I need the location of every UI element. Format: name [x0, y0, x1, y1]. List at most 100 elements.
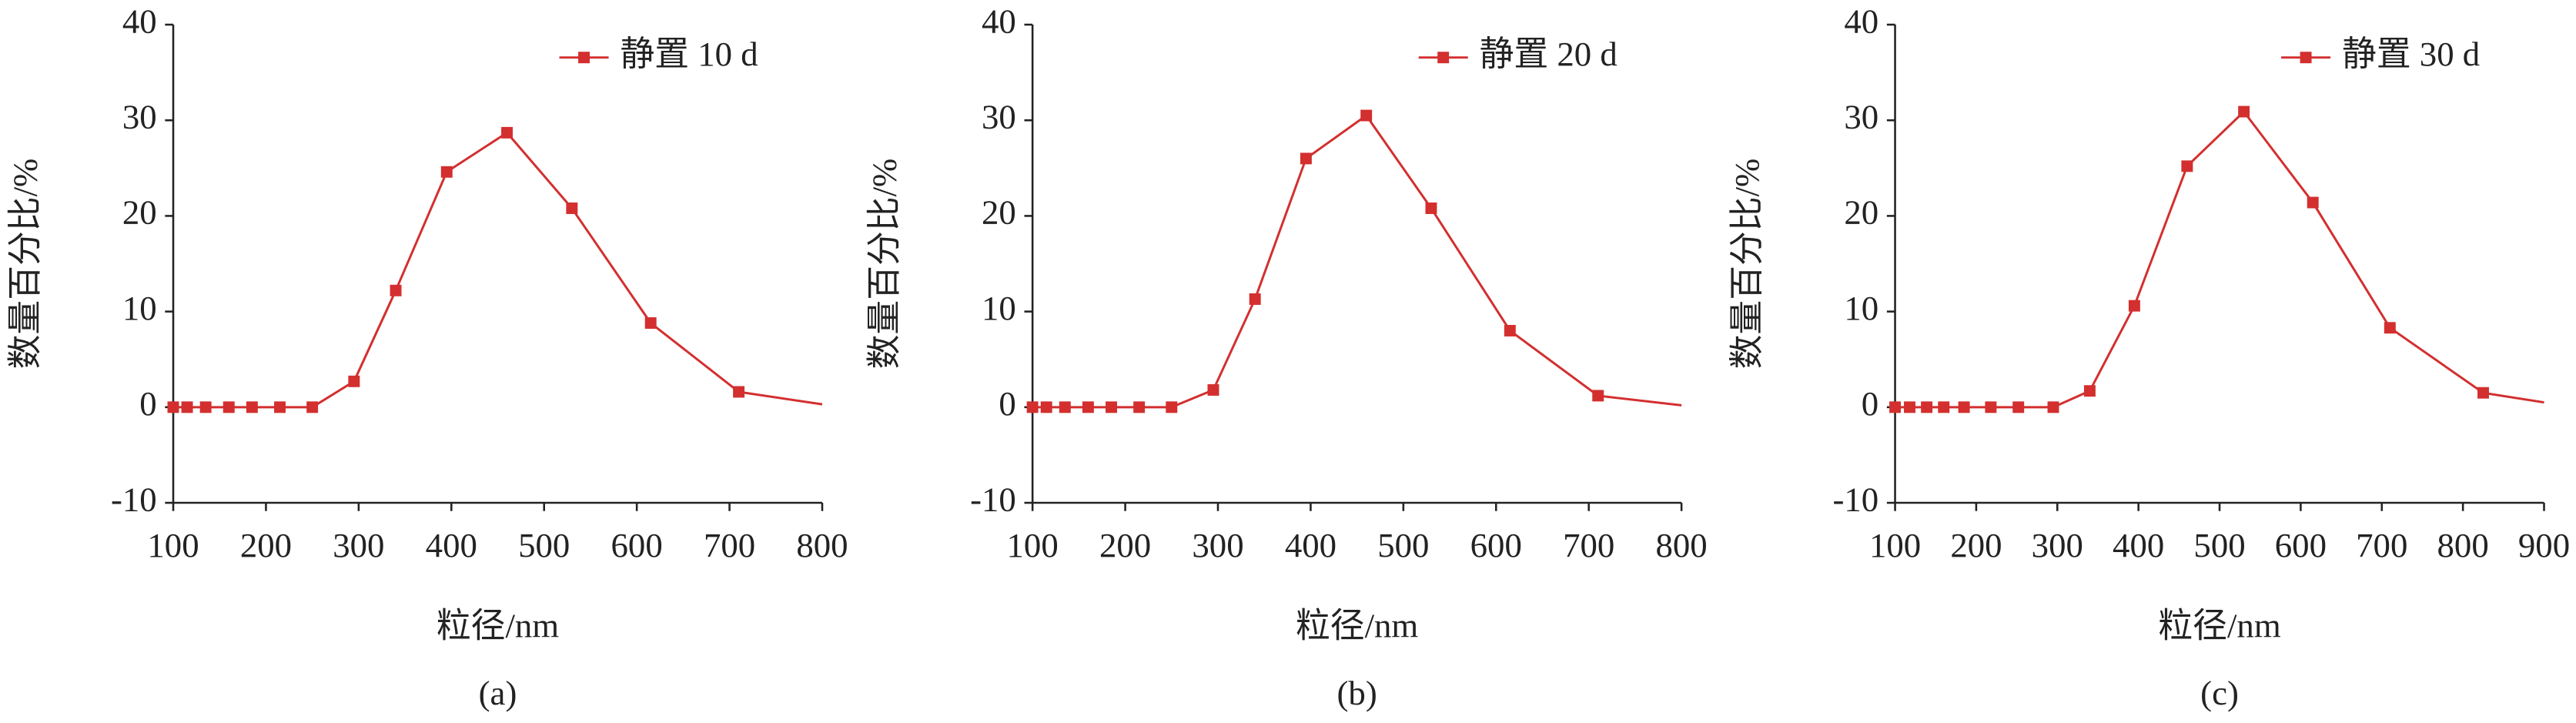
point: [1249, 293, 1261, 305]
x-tick-label: 100: [1007, 526, 1059, 564]
y-tick-label: -10: [1832, 480, 1878, 518]
y-tick-label: 40: [122, 2, 157, 40]
point: [348, 375, 360, 387]
point: [1921, 401, 1933, 413]
caption: (b): [1337, 674, 1377, 712]
line: [173, 131, 823, 409]
y-tick-label: 30: [122, 97, 157, 136]
x-tick-label: 800: [796, 526, 848, 564]
caption: (a): [479, 674, 517, 712]
x-tick-label: 700: [2356, 526, 2407, 564]
legend-label: 静置 10 d: [620, 35, 758, 73]
point: [2128, 300, 2140, 312]
x-tick-label: 800: [1656, 526, 1708, 564]
legend-label: 静置 30 d: [2342, 35, 2480, 73]
y-tick-label: -10: [111, 480, 157, 518]
x-tick-label: 400: [1285, 526, 1337, 564]
panel: -10 0 10 20 30 40 100 200 300 400 500 600 700 800 粒径/n…: [6, 2, 848, 712]
x-tick-label: 300: [333, 526, 384, 564]
y-tick-label: -10: [970, 480, 1016, 518]
y-tick-label: 10: [982, 289, 1016, 327]
x-axis-label: 粒径/nm: [437, 607, 559, 645]
line: [1895, 109, 2544, 409]
point: [1904, 401, 1915, 413]
x-tick-label: 400: [426, 526, 477, 564]
point: [1425, 203, 1437, 214]
x-tick-label: 600: [2275, 526, 2327, 564]
x-tick-label: 200: [240, 526, 292, 564]
point: [1985, 401, 1997, 413]
panel: -10 0 10 20 30 40 100 200 300 400 500 600 700 800 粒径/n…: [865, 2, 1708, 712]
point: [1889, 401, 1902, 413]
point: [390, 284, 402, 296]
point: [1504, 324, 1516, 336]
legend-marker: [2300, 52, 2312, 64]
point: [644, 317, 657, 329]
x-tick-label: 300: [1192, 526, 1243, 564]
y-tick-label: 20: [982, 193, 1016, 232]
point: [1059, 401, 1071, 413]
legend-marker: [1437, 52, 1450, 64]
x-tick-label: 400: [2113, 526, 2164, 564]
point: [199, 401, 212, 413]
y-tick-label: 0: [1862, 384, 1878, 423]
point: [306, 401, 319, 413]
legend-label: 静置 20 d: [1480, 35, 1618, 73]
point: [2238, 105, 2250, 118]
x-tick-label: 200: [1950, 526, 2002, 564]
x-tick-label: 500: [518, 526, 570, 564]
x-axis-label: 粒径/nm: [2158, 607, 2280, 645]
x-tick-label: 600: [611, 526, 663, 564]
point: [167, 401, 179, 413]
y-tick-label: 20: [1844, 193, 1878, 232]
caption: (c): [2200, 674, 2239, 712]
x-tick-label: 900: [2518, 526, 2570, 564]
x-tick-label: 500: [2193, 526, 2245, 564]
point: [733, 386, 745, 398]
point: [246, 401, 258, 413]
y-axis-label: 数量百分比/%: [865, 159, 904, 370]
point: [2012, 401, 2025, 413]
point: [1207, 384, 1219, 396]
point: [566, 203, 578, 214]
y-tick-label: 30: [1844, 97, 1878, 136]
point: [274, 401, 286, 413]
line: [1032, 113, 1682, 409]
x-tick-label: 100: [1869, 526, 1921, 564]
point: [440, 166, 453, 178]
y-tick-label: 30: [982, 97, 1016, 136]
x-tick-label: 700: [704, 526, 755, 564]
y-tick-label: 0: [139, 384, 156, 423]
x-tick-label: 800: [2437, 526, 2489, 564]
panel: -10 0 10 20 30 40 100 200 300 400 500 600 700 800 900 粒…: [1728, 2, 2570, 712]
x-axis-label: 粒径/nm: [1296, 607, 1418, 645]
point: [222, 401, 235, 413]
y-tick-label: 40: [1844, 2, 1878, 40]
x-tick-label: 300: [2032, 526, 2083, 564]
point: [1592, 390, 1604, 402]
point: [1958, 401, 1970, 413]
point: [181, 401, 193, 413]
y-tick-label: 10: [122, 289, 157, 327]
point: [2181, 160, 2193, 172]
x-tick-label: 500: [1377, 526, 1429, 564]
point: [2477, 387, 2489, 399]
point: [1360, 109, 1373, 122]
point: [2083, 385, 2096, 397]
point: [1106, 401, 1117, 413]
point: [1133, 401, 1146, 413]
y-tick-label: 10: [1844, 289, 1878, 327]
legend-marker: [578, 52, 590, 64]
x-tick-label: 200: [1099, 526, 1151, 564]
point: [1166, 401, 1178, 413]
point: [501, 126, 514, 139]
point: [1026, 401, 1039, 413]
y-axis-label: 数量百分比/%: [6, 159, 45, 370]
point: [2307, 196, 2319, 209]
point: [2384, 322, 2396, 334]
point: [1040, 401, 1052, 413]
point: [1300, 152, 1312, 165]
y-axis-label: 数量百分比/%: [1728, 159, 1766, 370]
